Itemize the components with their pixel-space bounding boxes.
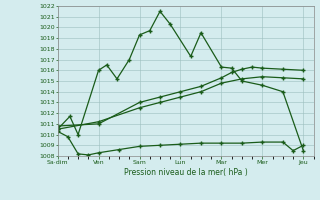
X-axis label: Pression niveau de la mer( hPa ): Pression niveau de la mer( hPa ): [124, 168, 247, 177]
